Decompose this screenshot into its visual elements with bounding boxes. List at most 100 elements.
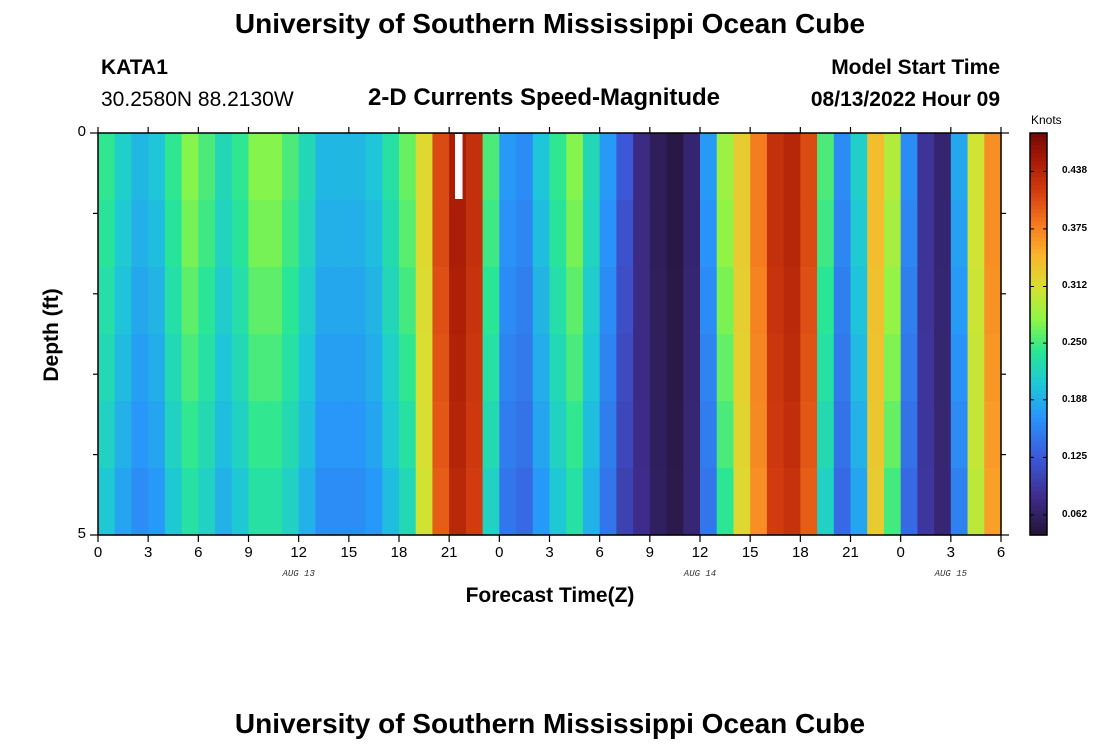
heatmap-cell (666, 401, 684, 469)
heatmap-cell (332, 468, 350, 536)
heatmap-cell (516, 468, 534, 536)
heatmap-cell (98, 133, 116, 201)
colorbar-segment (1030, 370, 1047, 375)
heatmap-cell (98, 401, 116, 469)
heatmap-cell (733, 468, 751, 536)
colorbar-segment (1030, 426, 1047, 432)
heatmap-cell (231, 133, 250, 201)
heatmap-cell (967, 468, 985, 536)
heatmap-cell (733, 133, 751, 201)
heatmap-cell (248, 468, 266, 536)
heatmap-cell (265, 133, 283, 201)
heatmap-cell (499, 401, 517, 469)
heatmap-cell (131, 401, 149, 469)
heatmap-cell (432, 468, 450, 536)
heatmap-cell (98, 468, 116, 536)
heatmap-cell (850, 334, 868, 402)
heatmap-cell (900, 133, 918, 201)
date-label: AUG 15 (934, 569, 968, 579)
heatmap-cell (114, 200, 133, 268)
heatmap-cell (967, 401, 985, 469)
x-tick-label: 15 (741, 544, 759, 561)
heatmap-cell (181, 133, 199, 201)
colorbar-segment (1030, 406, 1047, 411)
heatmap-cell (432, 401, 450, 469)
heatmap-cell (348, 133, 367, 201)
heatmap-cell (415, 334, 434, 402)
heatmap-cell (666, 468, 684, 536)
heatmap-cells (98, 133, 1002, 536)
colorbar-segment (1030, 530, 1047, 536)
colorbar-segment (1030, 390, 1047, 395)
heatmap-cell (215, 334, 233, 402)
colorbar-segment (1030, 514, 1047, 520)
x-tick-label: 3 (545, 544, 554, 561)
x-tick-label: 18 (390, 544, 408, 561)
station-id: KATA1 (101, 56, 168, 79)
heatmap-cell (900, 267, 918, 335)
heatmap-cell (917, 334, 935, 402)
heatmap-cell (298, 267, 316, 335)
heatmap-cell (365, 334, 383, 402)
heatmap-cell (449, 401, 467, 469)
heatmap-cell (98, 200, 116, 268)
y-axis-ticks (90, 132, 1009, 536)
heatmap-cell (298, 200, 316, 268)
heatmap-cell (566, 200, 584, 268)
heatmap-cell (766, 334, 785, 402)
colorbar-segment (1030, 526, 1047, 532)
heatmap-cell (365, 401, 383, 469)
heatmap-cell (633, 200, 651, 268)
colorbar-segment (1030, 277, 1047, 283)
heatmap-cell (215, 133, 233, 201)
heatmap-cell (248, 133, 266, 201)
heatmap-cell (231, 200, 250, 268)
colorbar-segment (1030, 157, 1047, 162)
heatmap-cell (649, 334, 668, 402)
date-label: AUG 14 (683, 569, 717, 579)
heatmap-cell (281, 334, 300, 402)
heatmap-cell (98, 334, 116, 402)
colorbar-segment (1030, 225, 1047, 231)
colorbar-segment (1030, 301, 1047, 307)
heatmap-cell (399, 334, 417, 402)
heatmap-cell (231, 267, 250, 335)
heatmap-cell (265, 334, 283, 402)
heatmap-cell (716, 468, 735, 536)
heatmap-cell (164, 468, 183, 536)
colorbar-segment (1030, 422, 1047, 428)
heatmap-cell (800, 468, 818, 536)
heatmap-cell (633, 468, 651, 536)
colorbar-segment (1030, 434, 1047, 440)
colorbar-segment (1030, 281, 1047, 287)
heatmap-cell (683, 133, 701, 201)
heatmap-cell (850, 267, 868, 335)
heatmap-cell (465, 401, 484, 469)
heatmap-cell (348, 334, 367, 402)
heatmap-cell (499, 133, 517, 201)
heatmap-cell (917, 200, 935, 268)
heatmap-cell (499, 334, 517, 402)
heatmap-cell (315, 334, 333, 402)
heatmap-cell (766, 468, 785, 536)
heatmap-cell (950, 468, 969, 536)
colorbar-segment (1030, 394, 1047, 399)
heatmap-cell (198, 133, 216, 201)
heatmap-cell (231, 468, 250, 536)
colorbar-segment (1030, 450, 1047, 456)
heatmap-cell (114, 334, 133, 402)
heatmap-cell (733, 200, 751, 268)
heatmap-cell (817, 133, 835, 201)
heatmap-cell (281, 200, 300, 268)
colorbar-segment (1030, 229, 1047, 235)
colorbar-segment (1030, 442, 1047, 448)
colorbar-segment (1030, 173, 1047, 178)
colorbar-segment (1030, 358, 1047, 363)
heatmap-cell (181, 334, 199, 402)
heatmap-cell (516, 133, 534, 201)
colorbar-segment (1030, 169, 1047, 174)
heatmap-cell (716, 133, 735, 201)
x-tick-label: 6 (996, 544, 1006, 561)
heatmap-cell (566, 267, 584, 335)
model-start-value: 08/13/2022 Hour 09 (810, 88, 1000, 111)
